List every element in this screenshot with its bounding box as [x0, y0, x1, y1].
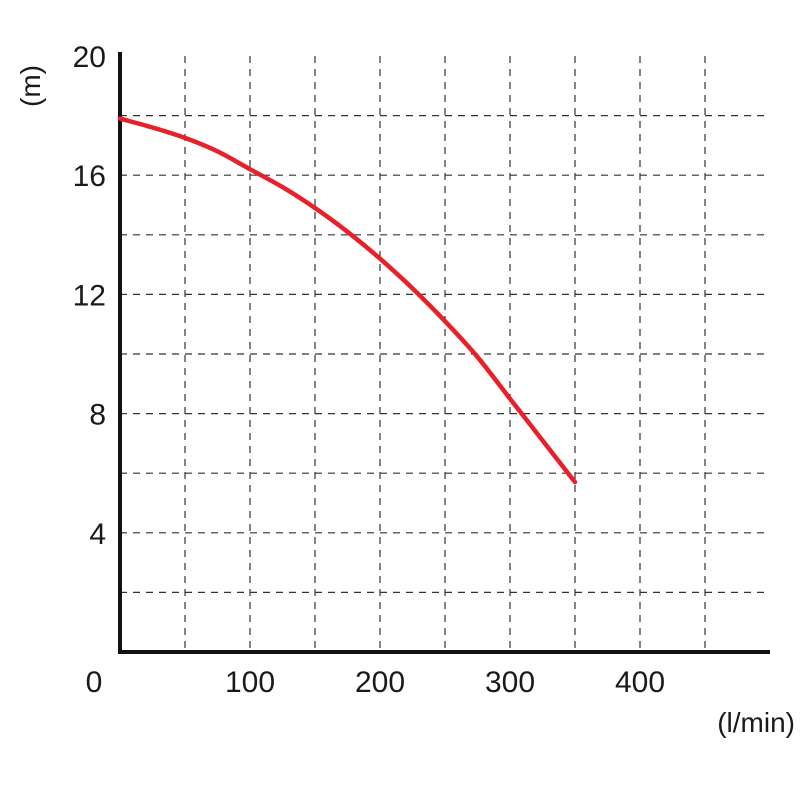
axes: [118, 52, 770, 654]
x-axis-unit-label: (l/min): [717, 707, 795, 738]
grid: [120, 56, 770, 652]
tick-labels: 100 200 300 400 4 8 12 16 20: [73, 41, 665, 699]
y-tick-label: 16: [73, 160, 106, 193]
x-tick-label: 300: [485, 666, 535, 699]
x-tick-label: 200: [355, 666, 405, 699]
y-axis-unit-label: (m): [15, 65, 46, 107]
performance-curve: [117, 116, 578, 485]
y-tick-label: 4: [89, 518, 106, 551]
series: [117, 116, 578, 485]
y-tick-label: 8: [89, 399, 106, 432]
x-tick-label: 400: [615, 666, 665, 699]
origin-label: 0: [86, 666, 103, 699]
x-tick-label: 100: [225, 666, 275, 699]
y-tick-label: 20: [73, 41, 106, 74]
y-tick-label: 12: [73, 279, 106, 312]
